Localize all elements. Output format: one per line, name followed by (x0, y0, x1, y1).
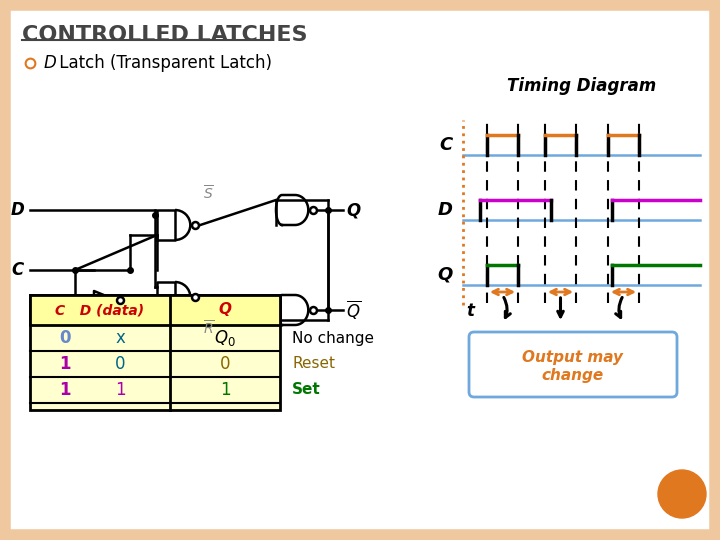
Text: 0: 0 (114, 355, 125, 373)
Text: C: C (440, 136, 453, 154)
FancyBboxPatch shape (30, 295, 280, 325)
Text: t: t (466, 302, 474, 320)
Polygon shape (276, 195, 308, 225)
Text: Reset: Reset (292, 356, 335, 372)
Circle shape (658, 470, 706, 518)
Text: $\overline{Q}$: $\overline{Q}$ (346, 299, 361, 321)
Text: $\overline{S}$: $\overline{S}$ (203, 185, 214, 203)
FancyBboxPatch shape (8, 8, 712, 532)
Text: CONTROLLED LATCHES: CONTROLLED LATCHES (22, 25, 307, 45)
Text: No change: No change (292, 330, 374, 346)
FancyBboxPatch shape (30, 295, 280, 410)
Text: Latch (Transparent Latch): Latch (Transparent Latch) (54, 54, 272, 72)
Text: C: C (12, 261, 24, 279)
Text: Q: Q (346, 201, 361, 219)
Text: 1: 1 (59, 355, 71, 373)
Text: 0: 0 (59, 329, 71, 347)
Text: 1: 1 (59, 381, 71, 399)
Text: $\overline{R}$: $\overline{R}$ (203, 319, 215, 338)
FancyBboxPatch shape (469, 332, 677, 397)
Text: Set: Set (292, 382, 320, 397)
Text: 1: 1 (114, 381, 125, 399)
Text: D: D (10, 201, 24, 219)
Text: 1: 1 (220, 381, 230, 399)
Text: $Q_0$: $Q_0$ (214, 328, 236, 348)
Text: x: x (115, 329, 125, 347)
Text: Timing Diagram: Timing Diagram (507, 77, 656, 95)
Text: Q: Q (438, 266, 453, 284)
Text: Q: Q (218, 302, 232, 318)
Text: D: D (44, 54, 57, 72)
Polygon shape (276, 295, 308, 325)
Text: C   D (data): C D (data) (55, 303, 145, 317)
Text: change: change (542, 368, 604, 383)
Text: Output may: Output may (523, 350, 624, 366)
Text: 0: 0 (220, 355, 230, 373)
Text: D: D (438, 201, 453, 219)
